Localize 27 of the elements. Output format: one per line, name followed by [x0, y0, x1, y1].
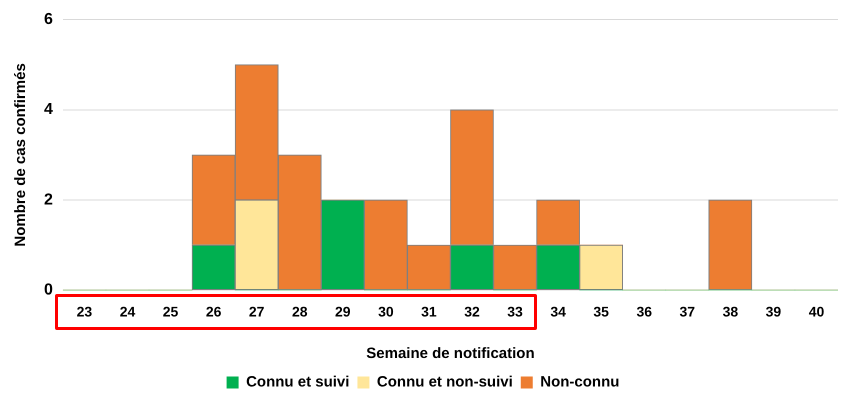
legend-label: Connu et non-suivi [376, 374, 513, 391]
legend-label: Non-connu [540, 374, 620, 391]
x-tick-label: 40 [808, 303, 824, 320]
x-tick-label: 32 [464, 303, 480, 320]
legend-label: Connu et suivi [246, 374, 350, 391]
x-tick-label: 29 [335, 303, 351, 320]
x-tick-label: 37 [679, 303, 696, 320]
x-tick-label: 39 [766, 303, 782, 320]
x-axis-title: Semaine de notification [366, 345, 535, 362]
x-tick-label: 26 [206, 303, 222, 320]
y-tick-label: 6 [44, 11, 53, 28]
x-tick-label: 34 [550, 303, 566, 320]
x-tick-label: 28 [292, 303, 308, 320]
x-tick-label: 23 [76, 303, 92, 320]
x-tick-label: 27 [248, 303, 265, 320]
x-tick-label: 24 [120, 303, 136, 320]
x-tick-label: 36 [636, 303, 652, 320]
y-tick-label: 2 [44, 191, 53, 208]
x-tick-label: 33 [507, 303, 524, 320]
x-tick-label: 38 [722, 303, 738, 320]
x-tick-label: 35 [593, 303, 610, 320]
x-tick-label: 30 [378, 303, 394, 320]
x-tick-label: 31 [421, 303, 437, 320]
x-tick-label: 25 [162, 303, 179, 320]
y-axis-title: Nombre de cas confirmés [12, 63, 30, 247]
y-tick-label: 0 [44, 282, 53, 299]
y-tick-label: 4 [44, 101, 53, 118]
